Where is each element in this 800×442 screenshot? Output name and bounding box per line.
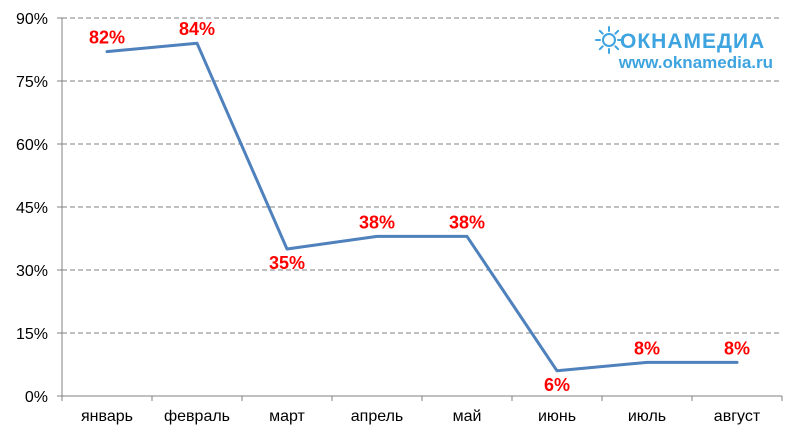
- y-tick-label: 0%: [25, 389, 48, 406]
- sun-ray: [598, 29, 604, 35]
- y-tick-label: 15%: [16, 326, 48, 343]
- y-tick-label: 90%: [16, 11, 48, 28]
- data-label: 82%: [89, 28, 125, 48]
- sun-ray: [598, 45, 604, 51]
- x-tick-label: июль: [628, 408, 666, 425]
- y-tick-label: 30%: [16, 263, 48, 280]
- x-tick-labels: январь февраль март апрель май июнь июль август: [81, 408, 761, 425]
- sun-ray: [614, 29, 620, 35]
- data-label: 38%: [359, 212, 395, 232]
- data-label: 6%: [544, 375, 570, 395]
- logo-brand: ОКНАМЕДИА: [620, 30, 765, 53]
- sun-icon: [595, 26, 623, 54]
- x-tick-label: апрель: [351, 408, 404, 425]
- grid-lines: [62, 17, 782, 334]
- data-label: 8%: [724, 338, 750, 358]
- data-labels: 82% 84% 35% 38% 38% 6% 8% 8%: [89, 19, 750, 395]
- x-tick-label: январь: [81, 408, 133, 425]
- series-line: [105, 41, 739, 373]
- y-tick-label: 75%: [16, 74, 48, 91]
- y-tick-label: 60%: [16, 137, 48, 154]
- axes: [57, 17, 783, 401]
- x-tick-label: август: [714, 408, 761, 425]
- x-tick-label: март: [269, 408, 305, 425]
- series-line-group: [105, 41, 739, 373]
- data-label: 38%: [449, 212, 485, 232]
- logo-url: www.oknamedia.ru: [618, 53, 773, 72]
- data-label: 35%: [269, 253, 305, 273]
- y-tick-label: 45%: [16, 200, 48, 217]
- sun-core: [602, 33, 616, 47]
- x-tick-label: май: [453, 408, 482, 425]
- sun-ray: [614, 45, 620, 51]
- data-label: 84%: [179, 19, 215, 39]
- data-label: 8%: [634, 338, 660, 358]
- x-tick-label: июнь: [538, 408, 576, 425]
- x-tick-label: февраль: [164, 408, 230, 425]
- y-tick-labels: 0% 15% 30% 45% 60% 75% 90%: [16, 11, 48, 406]
- logo: ОКНАМЕДИА www.oknamedia.ru: [595, 26, 773, 72]
